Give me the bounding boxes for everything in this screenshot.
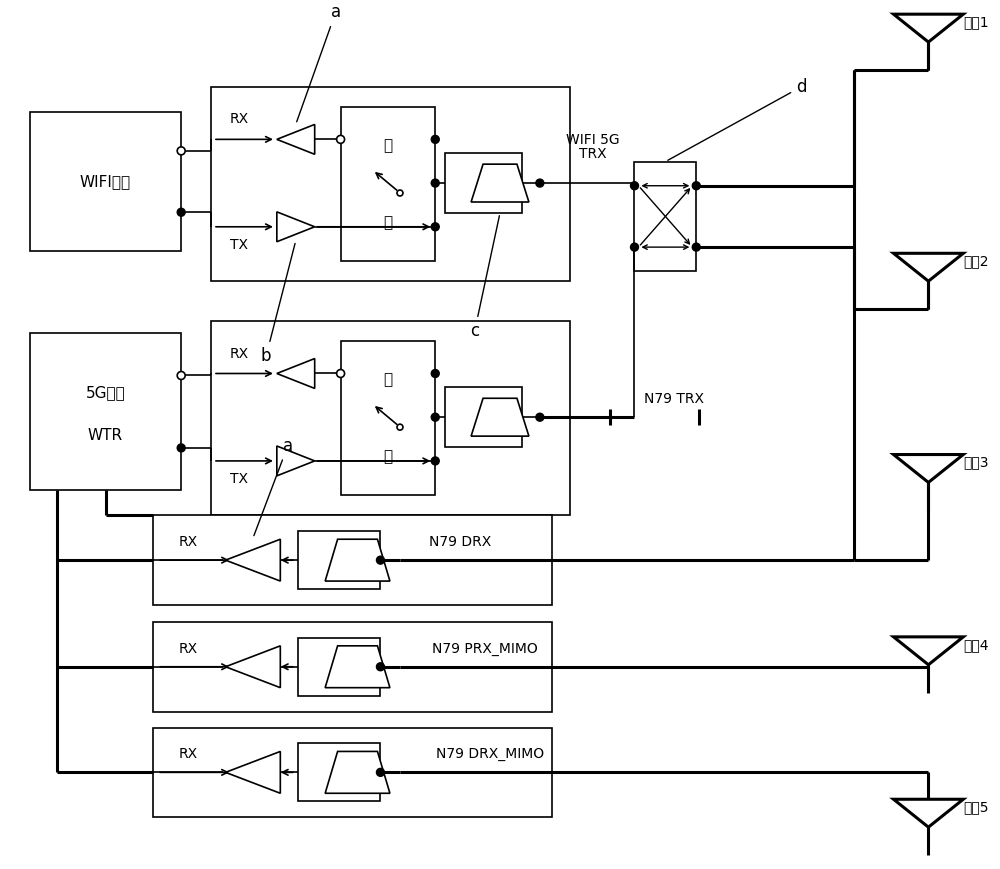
Text: WIFI芯片: WIFI芯片 <box>80 174 131 189</box>
Polygon shape <box>277 446 315 476</box>
Text: 关: 关 <box>383 216 392 230</box>
Text: RX: RX <box>179 535 198 549</box>
Text: 关: 关 <box>383 449 392 464</box>
Text: 开: 开 <box>383 138 392 153</box>
Text: TX: TX <box>230 238 248 252</box>
Text: TX: TX <box>230 472 248 486</box>
Circle shape <box>376 768 384 776</box>
Circle shape <box>431 222 439 231</box>
Circle shape <box>431 369 439 377</box>
Circle shape <box>631 182 638 189</box>
Text: a: a <box>297 3 341 122</box>
Circle shape <box>536 179 544 187</box>
Text: N79 PRX_MIMO: N79 PRX_MIMO <box>432 642 538 656</box>
Bar <box>30 112 181 251</box>
Bar <box>153 622 552 712</box>
Polygon shape <box>226 646 280 687</box>
Bar <box>341 341 435 495</box>
Bar <box>634 162 696 271</box>
Text: RX: RX <box>179 642 198 656</box>
Circle shape <box>177 147 185 155</box>
Bar <box>30 333 181 490</box>
Text: RX: RX <box>229 347 249 361</box>
Text: 天线3: 天线3 <box>963 455 989 469</box>
Polygon shape <box>894 253 963 282</box>
Circle shape <box>376 556 384 564</box>
Circle shape <box>177 444 185 452</box>
Text: c: c <box>470 216 499 340</box>
Polygon shape <box>277 212 315 242</box>
Polygon shape <box>226 540 280 581</box>
Text: 天线1: 天线1 <box>963 15 989 30</box>
Circle shape <box>431 179 439 187</box>
Circle shape <box>631 243 638 251</box>
Circle shape <box>337 136 345 143</box>
Polygon shape <box>471 164 529 202</box>
Bar <box>211 321 570 515</box>
Bar <box>341 107 435 262</box>
Text: b: b <box>261 243 295 365</box>
Polygon shape <box>471 398 529 436</box>
Text: RX: RX <box>229 112 249 126</box>
Circle shape <box>692 182 700 189</box>
Polygon shape <box>226 752 280 793</box>
Text: N79 DRX_MIMO: N79 DRX_MIMO <box>436 747 544 761</box>
Text: 5G芯片: 5G芯片 <box>86 385 125 401</box>
Bar <box>211 87 570 282</box>
Circle shape <box>177 372 185 380</box>
Text: TRX: TRX <box>579 147 606 161</box>
Polygon shape <box>277 359 315 388</box>
Polygon shape <box>894 637 963 665</box>
Text: WIFI 5G: WIFI 5G <box>566 133 619 147</box>
Polygon shape <box>325 540 390 581</box>
Text: 天线2: 天线2 <box>963 255 989 269</box>
Bar <box>445 153 522 213</box>
Text: 天线5: 天线5 <box>963 800 989 814</box>
Bar <box>298 744 380 801</box>
Circle shape <box>692 243 700 251</box>
Circle shape <box>177 209 185 216</box>
Text: a: a <box>254 436 293 535</box>
Text: N79 TRX: N79 TRX <box>644 392 704 407</box>
Circle shape <box>431 136 439 143</box>
Circle shape <box>397 190 403 196</box>
Circle shape <box>397 424 403 430</box>
Text: 天线4: 天线4 <box>963 638 989 652</box>
Polygon shape <box>325 646 390 687</box>
Polygon shape <box>894 454 963 482</box>
Circle shape <box>376 663 384 671</box>
Text: 开: 开 <box>383 372 392 387</box>
Text: RX: RX <box>179 747 198 761</box>
Polygon shape <box>325 752 390 793</box>
Polygon shape <box>894 14 963 42</box>
Circle shape <box>431 414 439 421</box>
Bar <box>298 638 380 696</box>
Circle shape <box>536 414 544 421</box>
Bar <box>298 531 380 589</box>
Circle shape <box>337 369 345 377</box>
Polygon shape <box>894 799 963 827</box>
Bar <box>153 727 552 817</box>
Text: WTR: WTR <box>88 428 123 443</box>
Bar <box>445 388 522 447</box>
Polygon shape <box>277 124 315 155</box>
Circle shape <box>431 457 439 465</box>
Text: N79 DRX: N79 DRX <box>429 535 491 549</box>
Text: d: d <box>668 78 806 160</box>
Bar <box>153 515 552 605</box>
